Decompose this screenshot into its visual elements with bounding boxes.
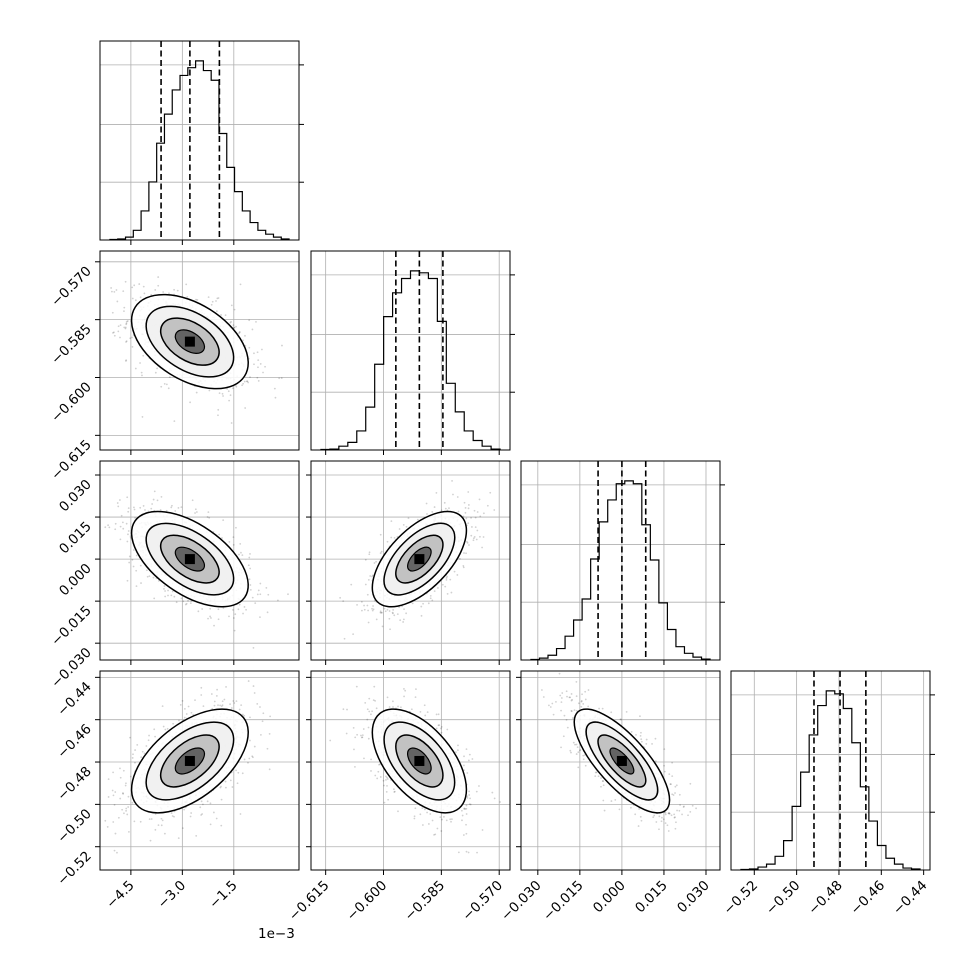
y-tick-label: 0.015 <box>56 519 95 558</box>
y-tick-label: −0.600 <box>48 379 95 426</box>
hist-step <box>740 690 921 871</box>
x-tick-label: −0.46 <box>848 878 889 919</box>
hist-panel-3 <box>730 670 935 875</box>
panel-frame <box>99 670 300 871</box>
x-tick-label: −0.52 <box>721 878 762 919</box>
panel-frame <box>310 460 511 661</box>
y-tick-label: 0.030 <box>56 477 95 516</box>
pair-panel-2-1 <box>306 460 511 665</box>
y-tick-label: −0.585 <box>48 321 95 368</box>
x-tick-label: 0.000 <box>590 878 629 917</box>
pair-panel-1-0 <box>95 250 300 455</box>
x-tick-label: −3.0 <box>155 878 189 912</box>
panel-frame <box>99 40 300 241</box>
x-tick-label: −0.615 <box>286 878 333 925</box>
y-tick-label: −0.570 <box>48 263 95 310</box>
panel-frame <box>520 460 721 661</box>
y-tick-label: −0.48 <box>54 764 95 805</box>
x-tick-label: −1.5 <box>206 878 240 912</box>
y-tick-label: 0.000 <box>56 561 95 600</box>
x-tick-label: −0.48 <box>805 878 846 919</box>
pair-panel-3-0 <box>95 670 300 875</box>
panel-frame <box>310 670 511 871</box>
y-tick-label: −0.50 <box>54 806 95 847</box>
hist-panel-1 <box>310 250 515 455</box>
pair-panel-2-0 <box>95 460 300 665</box>
y-tick-label: −0.015 <box>48 603 95 650</box>
y-tick-label: −0.46 <box>54 721 95 762</box>
pair-panel-3-1 <box>306 670 511 875</box>
pair-panel-3-2 <box>516 670 721 875</box>
hist-step <box>320 270 501 451</box>
x-tick-label: −0.570 <box>459 878 506 925</box>
density-peak <box>184 336 195 347</box>
x-tick-label: 0.030 <box>674 878 713 917</box>
y-tick-label: −0.615 <box>48 437 95 484</box>
density-peak <box>184 554 195 565</box>
density-peak <box>184 755 195 766</box>
panel-frame <box>99 250 300 451</box>
panel-frame <box>730 670 931 871</box>
panel-frame <box>99 460 300 661</box>
x-offset-label: 1e−3 <box>258 926 295 942</box>
x-tick-label: −4.5 <box>103 878 137 912</box>
panel-frame <box>310 250 511 451</box>
x-tick-label: −0.44 <box>890 878 931 919</box>
hist-panel-0 <box>99 40 304 245</box>
x-tick-label: −0.015 <box>540 878 587 925</box>
hist-step <box>109 60 290 241</box>
density-peak <box>414 554 425 565</box>
panel-frame <box>520 670 721 871</box>
x-tick-label: −0.585 <box>402 878 449 925</box>
y-tick-label: −0.52 <box>54 848 95 889</box>
hist-panel-2 <box>520 460 725 665</box>
hist-step <box>530 480 711 661</box>
x-tick-label: 0.015 <box>632 878 671 917</box>
density-peak <box>414 755 425 766</box>
x-tick-label: −0.600 <box>344 878 391 925</box>
density-peak <box>616 755 627 766</box>
x-tick-label: −0.030 <box>498 878 545 925</box>
x-tick-label: −0.50 <box>763 878 804 919</box>
